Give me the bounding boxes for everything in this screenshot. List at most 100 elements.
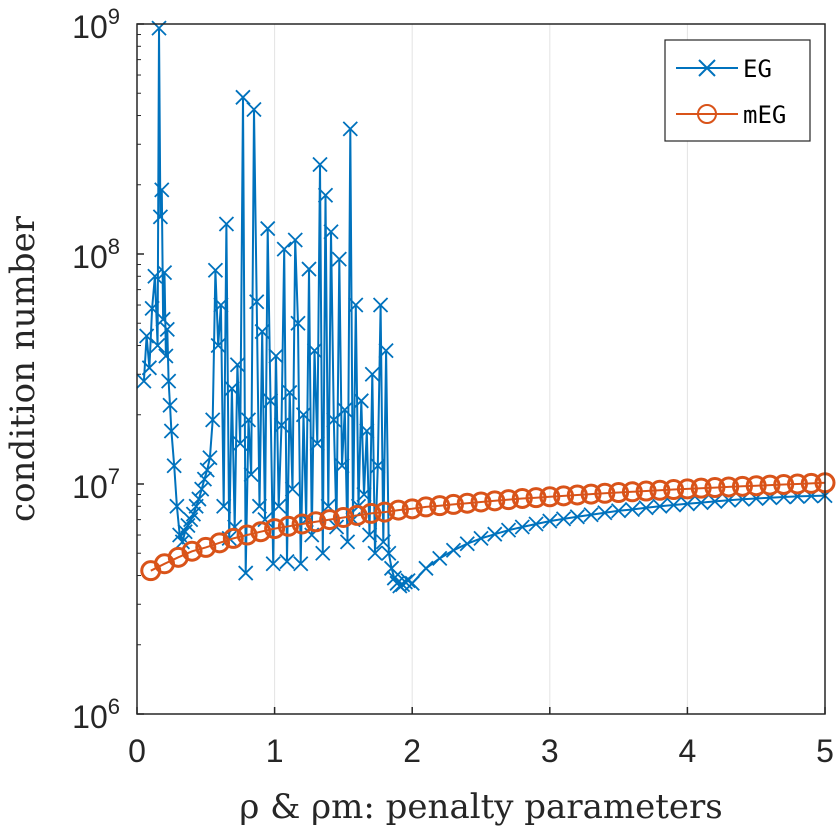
data-point-eg [361, 527, 378, 543]
data-point-meg [456, 492, 478, 514]
data-point-meg [663, 479, 685, 501]
data-point-eg [337, 402, 353, 418]
data-point-eg [378, 343, 394, 359]
data-point-eg [271, 498, 287, 514]
data-point-eg [386, 570, 402, 586]
data-point-meg [800, 472, 822, 494]
data-point-meg [498, 489, 520, 511]
data-point-eg [169, 498, 185, 514]
legend-eg-marker [698, 59, 716, 77]
data-point-eg [276, 241, 292, 257]
data-point-meg [525, 487, 547, 509]
data-point-eg [224, 380, 240, 397]
data-point-meg [332, 507, 354, 529]
data-point-meg [401, 498, 423, 520]
data-point-eg [555, 511, 572, 527]
data-point-eg [383, 560, 400, 576]
data-point-meg [181, 540, 203, 562]
x-tick-label: 0 [128, 733, 146, 769]
data-point-eg [400, 573, 416, 589]
data-point-meg [291, 513, 313, 535]
legend-eg-label: EG [743, 55, 772, 83]
data-point-eg [202, 450, 218, 466]
data-point-meg [731, 475, 753, 497]
data-point-eg [218, 216, 235, 232]
data-point-meg [429, 495, 451, 517]
data-point-eg [158, 348, 174, 364]
data-point-meg [277, 515, 299, 537]
data-point-eg [418, 560, 434, 576]
data-point-meg [387, 499, 409, 521]
data-point-eg [432, 550, 448, 566]
data-point-eg [500, 522, 517, 538]
series-layer [136, 20, 836, 594]
data-point-eg [246, 101, 262, 118]
data-point-eg [348, 297, 364, 313]
data-point-eg [445, 542, 462, 558]
data-point-eg [473, 530, 489, 547]
data-point-eg [254, 323, 270, 340]
data-point-eg [353, 393, 369, 409]
data-point-eg [207, 262, 224, 278]
data-point-eg [372, 297, 389, 313]
data-point-meg [649, 479, 671, 501]
data-point-eg [238, 565, 254, 581]
data-point-meg [704, 477, 726, 499]
data-point-eg [147, 268, 163, 284]
y-tick-label: 108 [72, 234, 120, 275]
data-point-eg [265, 556, 281, 572]
data-point-eg [210, 337, 226, 354]
data-point-eg [312, 156, 328, 173]
data-point-eg [306, 343, 323, 359]
data-point-meg [676, 478, 698, 500]
data-point-meg [346, 504, 368, 526]
data-point-eg [243, 466, 259, 483]
data-point-meg [470, 491, 492, 513]
data-point-eg [381, 545, 397, 561]
data-point-eg [404, 575, 420, 591]
data-point-eg [514, 519, 530, 535]
data-point-eg [229, 357, 246, 373]
x-tick-label: 2 [403, 733, 421, 769]
data-point-meg [209, 532, 231, 554]
data-point-meg [484, 490, 506, 512]
data-point-meg [264, 518, 286, 540]
data-point-eg [240, 412, 257, 428]
data-point-meg [511, 487, 533, 509]
x-tick-label: 4 [679, 733, 697, 769]
data-point-eg [528, 516, 544, 532]
data-point-eg [375, 534, 391, 550]
data-point-meg [786, 473, 808, 495]
data-point-meg [773, 474, 795, 496]
data-point-eg [583, 507, 599, 523]
data-point-eg [159, 321, 175, 338]
data-point-eg [487, 526, 503, 542]
data-point-meg [635, 480, 657, 502]
legend-box [664, 39, 811, 142]
data-point-meg [718, 476, 740, 498]
data-point-eg [273, 417, 290, 433]
data-point-eg [150, 337, 166, 354]
data-point-eg [359, 423, 375, 439]
data-point-eg [315, 545, 331, 561]
plot-frame [136, 23, 826, 715]
data-point-meg [539, 486, 561, 508]
data-point-eg [679, 496, 696, 512]
data-point-eg [268, 348, 284, 364]
x-axis-title: ρ & ρm: penalty parameters [239, 787, 722, 827]
data-point-eg [295, 407, 312, 423]
data-point-eg [290, 315, 306, 331]
data-point-eg [638, 500, 654, 516]
data-point-meg [195, 536, 217, 558]
data-point-eg [317, 187, 334, 203]
data-point-meg [553, 485, 575, 507]
data-point-meg [442, 493, 464, 515]
data-point-eg [331, 251, 347, 267]
data-point-eg [309, 435, 325, 452]
data-point-eg [542, 513, 558, 529]
data-point-eg [232, 435, 248, 452]
data-point-eg [251, 498, 268, 514]
data-point-eg [156, 264, 173, 281]
legend-meg-label: mEG [743, 101, 786, 129]
